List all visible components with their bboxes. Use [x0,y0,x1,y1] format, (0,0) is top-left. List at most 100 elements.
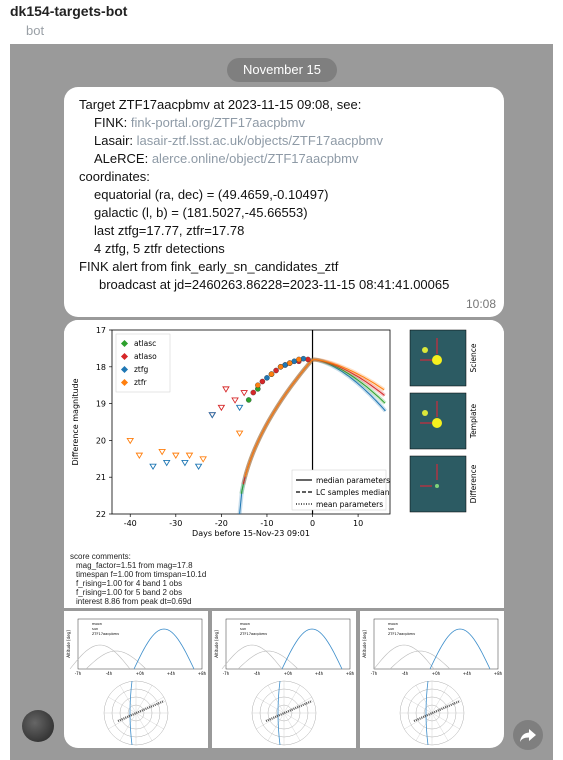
y-tick-label: 18 [96,363,106,372]
chat-area[interactable]: November 15 Target ZTF17aacpbmv at 2023-… [10,44,553,760]
bot-name[interactable]: dk154-targets-bot [10,3,128,19]
legend-label: ztfr [134,378,148,387]
x-tick-label: 10 [353,519,363,528]
postage-stamps: Science Template Difference [409,329,478,513]
polar-spoke [431,712,449,741]
alt-legend-label: ZTF17aacpbmv [388,632,415,636]
legend-label: atlasc [134,339,156,348]
upper-limit-marker [199,456,207,463]
legend-marker [120,352,129,361]
score-line: timespan f=1.00 from timspan=10.1d [76,570,207,579]
altitude-curve [69,644,131,670]
legend-marker [120,378,129,387]
alt-plot-frame [77,618,203,670]
polar-spoke [415,712,433,741]
x-tick-label: 0 [310,519,315,528]
lasair-link[interactable]: lasair-ztf.lsst.ac.uk/objects/ZTF17aacpb… [136,133,384,148]
altitude-curve [85,650,147,670]
polar-target-path [413,699,461,723]
text-message: Target ZTF17aacpbmv at 2023-11-15 09:08,… [64,87,504,317]
alt-tick-label: +4h [315,671,324,676]
alt-legend-label: moon [388,622,398,626]
polar-spoke [119,712,137,741]
alt-legend-label: ZTF17aacpbmv [92,632,119,636]
visibility-panel-3[interactable]: Altitude [deg] -7h -4h +0h +4h +8h moon sun ZTF1… [360,611,504,748]
lasair-row: Lasair: lasair-ztf.lsst.ac.uk/objects/ZT… [94,133,383,148]
polar-spoke [431,712,460,730]
altitude-curve [429,628,491,670]
upper-limit-marker [208,412,217,419]
alt-legend-label: moon [92,622,102,626]
score-line: f_rising=1.00 for 4 band 1 obs [76,579,183,588]
alt-tick-label: -7h [371,671,378,676]
model-legend-box [291,469,387,511]
score-title: score comments: [70,552,131,561]
upper-limit-marker [135,452,144,459]
lasair-label: Lasair: [94,133,134,148]
last-mag: last ztfg=17.77, ztfr=17.78 [94,223,245,238]
legend-label: atlaso [134,352,157,361]
polar-spoke [415,685,433,714]
detections: 4 ztfg, 5 ztfr detections [94,241,225,256]
image-message[interactable]: Science Template Difference -40 -30 -20 -10 0 1… [64,320,504,748]
x-tick-label: -10 [260,519,273,528]
polar-spoke [108,696,137,714]
alt-legend-label: ZTF17aacpbmv [240,632,267,636]
y-tick-label: 22 [96,510,106,519]
y-axis-label: Difference magnitude [71,378,80,465]
data-point [264,375,270,381]
upper-limit-marker [240,390,248,397]
fink-label: FINK: [94,115,128,130]
data-point [268,371,275,377]
alt-tick-label: +0h [284,671,293,676]
fink-link[interactable]: fink-portal.org/ZTF17aacpbmv [130,115,305,130]
upper-limit-marker [149,463,157,471]
broadcast: broadcast at jd=2460263.86228=2023-11-15… [99,277,450,292]
visibility-panel-2[interactable]: Altitude [deg] -7h -4h +0h +4h +8h moon sun ZTF1… [212,611,356,748]
alerce-link[interactable]: alerce.online/object/ZTF17aacpbmv [151,151,359,166]
visibility-plot: Altitude [deg] -7h -4h +0h +4h +8h moonsunZTF1… [214,618,355,746]
stamp-frame [409,329,467,387]
legend-marker [120,339,129,348]
x-tick-label: -20 [215,519,228,528]
alt-tick-label: -7h [75,671,82,676]
alt-tick-label: +8h [198,671,207,676]
altitude-curve [373,644,435,670]
alt-tick-label: -7h [223,671,230,676]
alt-plot-frame [373,618,499,670]
date-separator: November 15 [227,58,337,82]
y-tick-label: 17 [96,326,106,335]
bot-avatar[interactable] [22,710,54,742]
data-point [296,356,302,363]
polar-spoke [404,696,433,714]
data-point [305,356,311,363]
upper-limit-marker [194,463,203,471]
alt-legend-label: sun [388,627,394,631]
data-point [259,378,266,385]
data-point [277,364,284,370]
stamp-image [410,456,466,512]
polar-track [277,680,281,746]
data-point [273,367,279,374]
upper-limit-marker [126,437,135,445]
stamp-source [432,355,442,365]
data-point [245,397,252,403]
share-button[interactable] [513,720,543,750]
alt-tick-label: +0h [432,671,441,676]
legend-marker [120,365,129,374]
data-point [286,360,293,366]
alt-tick-label: +4h [167,671,176,676]
y-tick-label: 20 [96,436,106,445]
polar-target-path [117,699,165,723]
altitude-curve [237,650,299,670]
upper-limit-marker [235,430,244,437]
model-legend-label: mean parameters [316,500,383,509]
polar-spoke [267,685,285,714]
score-comments: score comments: mag_factor=1.51 from mag… [70,552,206,606]
alt-ylabel: Altitude [deg] [214,630,219,658]
polar-spoke [119,685,137,714]
visibility-panel-1[interactable]: Altitude [deg] -7h -4h +0h +4h +8h moon sun ZTF1… [64,611,208,748]
alerce-label: ALeRCE: [94,151,149,166]
altitude-curve [389,650,451,670]
polar-spoke [283,712,312,730]
